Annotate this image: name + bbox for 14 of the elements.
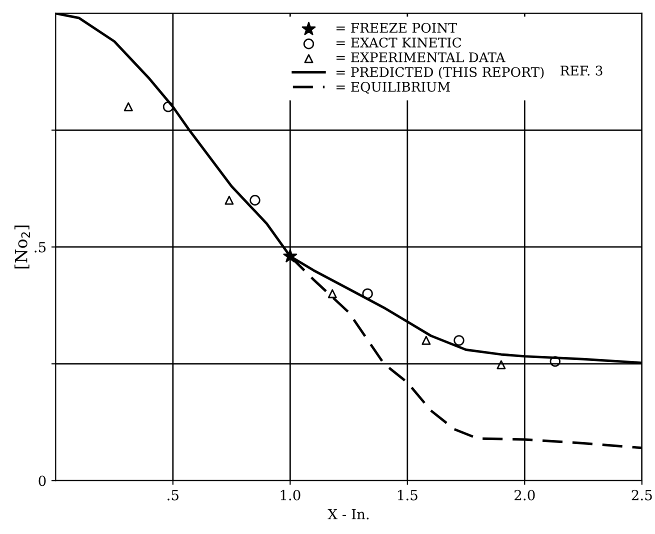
legend-label: = EXPERIMENTAL DATA	[336, 52, 506, 62]
x-tick-label: 1.0	[280, 490, 300, 500]
y-tick-label: 0	[38, 476, 46, 486]
x-tick-label: 2.5	[632, 490, 652, 500]
y-axis-title: [No$_{2}$]	[14, 226, 30, 268]
x-axis-title: X - In.	[328, 509, 369, 520]
legend-label: = EQUILIBRIUM	[336, 82, 450, 94]
x-tick-label: .5	[168, 490, 178, 500]
legend-label: = FREEZE POINT	[336, 22, 457, 33]
legend-label: = PREDICTED (THIS REPORT)	[336, 66, 544, 79]
x-tick-label: 2.0	[514, 490, 535, 500]
x-tick-label: 1.5	[398, 490, 418, 500]
annotation: REF. 3	[560, 66, 602, 76]
legend-label: = EXACT KINETIC	[336, 38, 462, 48]
